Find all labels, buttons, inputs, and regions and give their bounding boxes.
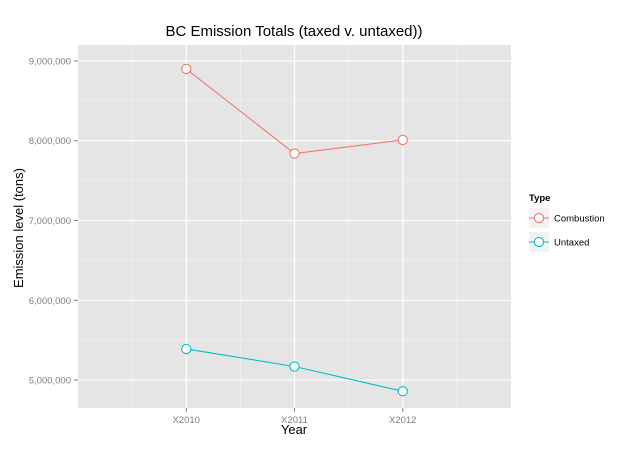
legend-title: Type [529, 193, 550, 204]
plot-layer: 5,000,000 6,000,000 7,000,000 8,000,000 9,00… [29, 45, 511, 426]
y-tick-label: 9,000,000 [29, 56, 71, 67]
x-tick-label: X2010 [173, 415, 200, 426]
x-tick-label: X2011 [281, 415, 308, 426]
y-tick-label: 8,000,000 [29, 136, 71, 147]
legend-key-point [533, 236, 545, 248]
point-untaxed [289, 361, 300, 372]
y-tick-label: 5,000,000 [29, 376, 71, 387]
legend-label-combustion: Combustion [554, 214, 605, 225]
point-untaxed [397, 386, 408, 397]
point-combustion [181, 63, 192, 75]
point-combustion [289, 148, 300, 159]
y-axis-label: Emission level (tons) [11, 168, 26, 288]
y-tick-label: 7,000,000 [29, 216, 71, 227]
legend: Type Combustion Untaxed [529, 193, 605, 252]
point-combustion [397, 134, 408, 146]
y-tick-label: 6,000,000 [29, 296, 71, 307]
chart-title: BC Emission Totals (taxed v. untaxed)) [165, 23, 422, 40]
legend-label-untaxed: Untaxed [554, 238, 589, 249]
x-tick-label: X2012 [389, 415, 416, 426]
legend-key-point [533, 212, 545, 224]
x-axis-label: Year [281, 422, 308, 437]
point-untaxed [181, 343, 192, 355]
